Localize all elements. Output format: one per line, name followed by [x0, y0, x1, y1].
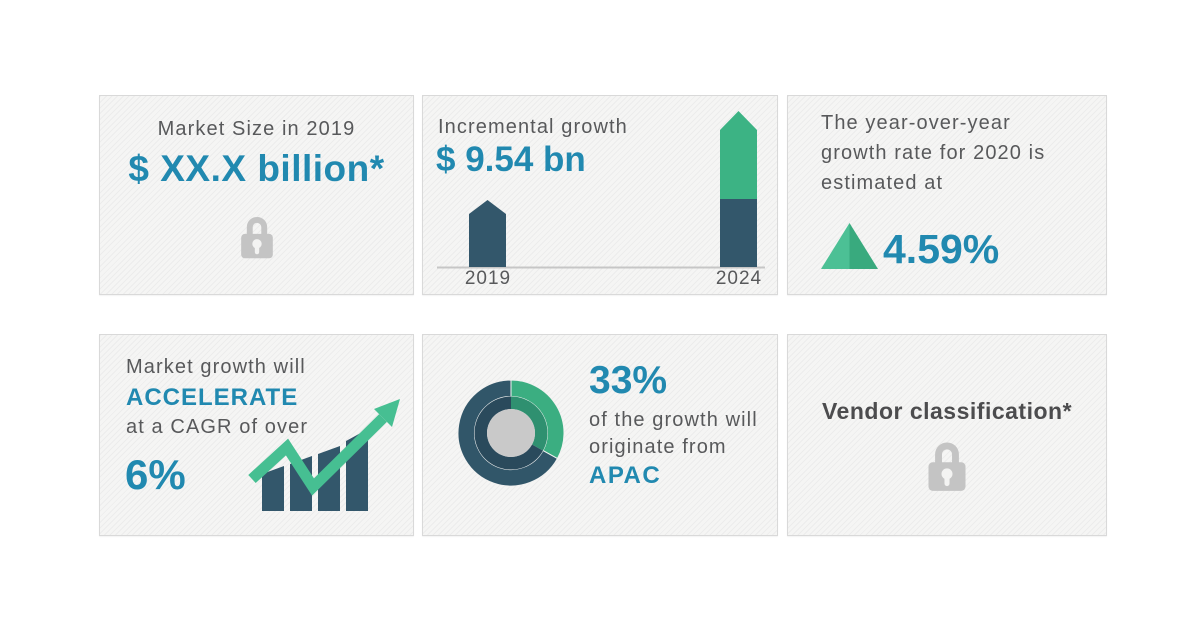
incremental-growth-bar-chart	[437, 111, 765, 269]
card-incremental-growth: Incremental growth $ 9.54 bn 2019 2024	[422, 95, 778, 295]
axis-label-2024: 2024	[715, 268, 763, 289]
incremental-growth-value: $ 9.54 bn	[436, 140, 586, 179]
lock-icon	[928, 442, 966, 491]
yoy-text-line1: The year-over-year	[821, 112, 1011, 134]
vendor-classification-title: Vendor classification*	[821, 398, 1073, 424]
bar-2024-base	[720, 199, 757, 267]
apac-share-value: 33%	[589, 359, 668, 402]
apac-region-label: APAC	[589, 462, 662, 489]
cagr-accent-text: ACCELERATE	[126, 384, 299, 411]
triangle-up-icon	[821, 223, 878, 269]
card-market-size: Market Size in 2019 $ XX.X billion*	[99, 95, 414, 295]
card-yoy-growth: The year-over-year growth rate for 2020 …	[787, 95, 1107, 295]
card-apac-growth: 33% of the growth will originate from AP…	[422, 334, 778, 536]
cagr-text-line2: at a CAGR of over	[126, 416, 309, 438]
donut-chart	[457, 379, 565, 487]
card-vendor-classification: Vendor classification*	[787, 334, 1107, 536]
yoy-text-line3: estimated at	[821, 172, 944, 194]
cagr-text-line1: Market growth will	[126, 356, 306, 378]
card-market-growth-cagr: Market growth will ACCELERATE at a CAGR …	[99, 334, 414, 536]
incremental-growth-title: Incremental growth	[438, 116, 628, 138]
growth-arrow-icon	[248, 399, 400, 511]
apac-text-line2: originate from	[589, 436, 727, 458]
apac-text-line1: of the growth will	[589, 409, 758, 431]
market-size-title: Market Size in 2019	[157, 118, 356, 140]
yoy-text-line2: growth rate for 2020 is	[821, 142, 1046, 164]
bar-2024-incremental	[720, 111, 757, 199]
market-size-value: $ XX.X billion*	[128, 148, 385, 189]
bar-2019	[469, 200, 506, 267]
yoy-growth-value: 4.59%	[883, 226, 1000, 272]
cagr-value: 6%	[125, 451, 186, 498]
axis-label-2019: 2019	[464, 268, 512, 289]
lock-icon	[240, 217, 273, 259]
